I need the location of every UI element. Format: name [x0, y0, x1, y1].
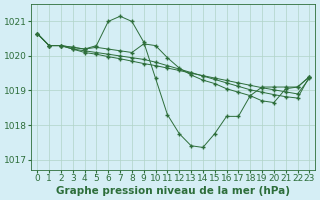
- X-axis label: Graphe pression niveau de la mer (hPa): Graphe pression niveau de la mer (hPa): [56, 186, 290, 196]
